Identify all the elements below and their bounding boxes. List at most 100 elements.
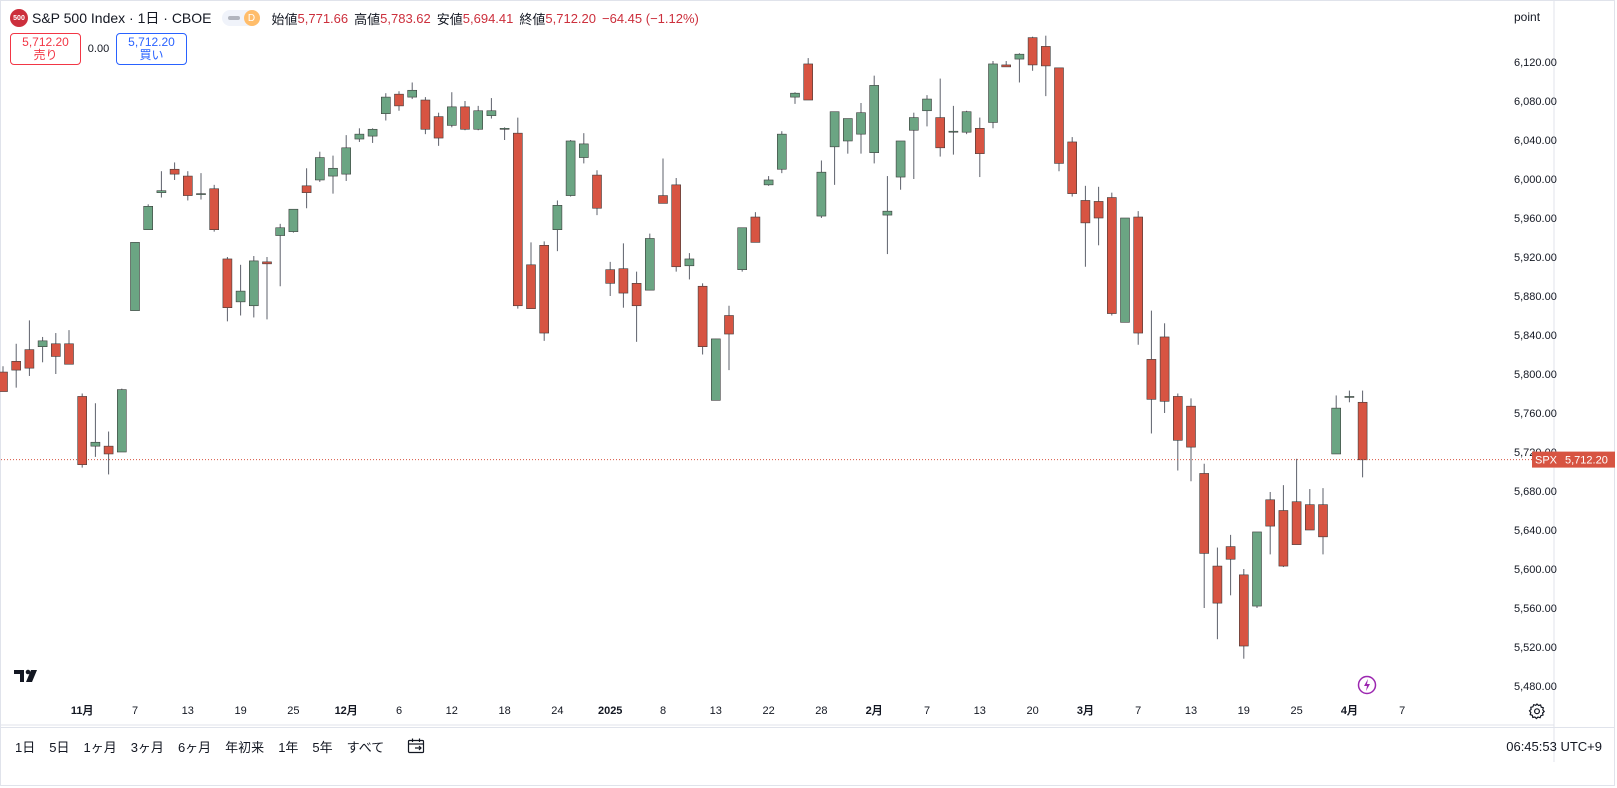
candle [196, 173, 206, 200]
candle [578, 133, 589, 164]
candle-body [697, 285, 708, 348]
candle [156, 171, 167, 198]
candle [526, 242, 536, 309]
range-1m-button[interactable]: 1ヶ月 [83, 739, 117, 755]
flash-icon[interactable] [1357, 675, 1377, 695]
candle-body [1001, 64, 1012, 68]
calendar-goto-icon[interactable] [406, 736, 426, 756]
candle [1001, 61, 1012, 68]
candle-body [1278, 510, 1289, 567]
candle-body [77, 396, 87, 465]
candle-body [420, 99, 431, 130]
candle [1107, 192, 1117, 316]
price-tick-label: 5,520.00 [1514, 642, 1557, 654]
candle [275, 223, 286, 287]
candle-body [262, 261, 272, 265]
candle-body [1344, 396, 1355, 398]
candle-body [869, 85, 880, 153]
candle [790, 92, 800, 104]
candle [288, 208, 299, 233]
candle-body [1265, 499, 1275, 527]
candle-body [64, 343, 74, 365]
range-1d-button[interactable]: 1日 [15, 739, 36, 755]
candle-body [1291, 501, 1302, 545]
candle [1120, 217, 1130, 323]
clock[interactable]: 06:45:53 UTC+9 [1506, 738, 1602, 754]
candle [710, 338, 721, 401]
open-value: 5,771.66 [297, 10, 349, 26]
candle [1225, 534, 1236, 596]
candle-body [724, 315, 734, 335]
price-tick-label: 6,040.00 [1514, 135, 1557, 147]
candle-body [367, 128, 378, 137]
symbol-title[interactable]: S&P 500 Index · 1日 · CBOE [32, 10, 212, 26]
time-tick-label: 13 [182, 705, 194, 717]
candle [1212, 547, 1223, 640]
candle-body [790, 92, 800, 98]
high-value: 5,783.62 [380, 10, 431, 26]
range-all-button[interactable]: すべて [346, 739, 385, 755]
range-5d-button[interactable]: 5日 [49, 739, 70, 755]
range-6m-button[interactable]: 6ヶ月 [177, 739, 212, 755]
candle-body [1357, 401, 1368, 461]
sell-price: 5,712.20 [22, 35, 69, 49]
price-tick-label: 5,920.00 [1514, 252, 1557, 264]
candle-body [341, 147, 352, 175]
candle-body [1041, 46, 1051, 67]
last-price-value: 5,712.20 [1565, 455, 1608, 467]
candle [103, 431, 114, 475]
candle-body [948, 130, 959, 133]
price-tick-label: 6,120.00 [1514, 57, 1557, 69]
range-1y-button[interactable]: 1年 [278, 739, 299, 755]
candle [644, 233, 655, 291]
candle [922, 95, 932, 127]
range-5y-button[interactable]: 5年 [312, 739, 333, 755]
time-axis[interactable]: 11月 7 13 19 25 12月 6 12 18 24 2025 8 13 22 28 2月 7 13 20 3月… [71, 704, 1405, 717]
candle-body [1146, 359, 1157, 400]
price-unit-label[interactable]: point [1514, 10, 1541, 24]
candle [433, 112, 444, 146]
candle-body [1054, 67, 1064, 164]
candle [842, 118, 853, 154]
candle [499, 127, 510, 140]
candle [50, 333, 61, 374]
sell-button[interactable]: 5,712.20 売り [10, 33, 81, 65]
candle-body [631, 283, 642, 307]
market-status-toggle[interactable]: D [221, 10, 260, 26]
candle [697, 283, 708, 355]
candle-body [816, 171, 827, 217]
candle-body [856, 112, 866, 135]
candle [183, 171, 193, 201]
candle [1133, 211, 1143, 345]
range-ytd-button[interactable]: 年初来 [225, 739, 265, 755]
tradingview-logo-icon[interactable] [12, 668, 44, 684]
candle [763, 176, 774, 186]
candle [1252, 531, 1262, 608]
candle-body [473, 110, 484, 130]
candle [1173, 393, 1183, 471]
candle [486, 98, 497, 119]
gear-icon[interactable] [1528, 702, 1546, 720]
time-tick-label: 6 [396, 705, 402, 717]
time-tick-label: 18 [498, 705, 510, 717]
price-tick-label: 5,840.00 [1514, 330, 1557, 342]
candle-body [103, 445, 114, 455]
candle [1318, 488, 1328, 555]
candle [301, 168, 312, 209]
candle-body [684, 258, 695, 267]
candle [314, 151, 325, 182]
buy-button[interactable]: 5,712.20 買い [116, 33, 187, 65]
candle-body [169, 168, 180, 175]
candle [222, 257, 233, 322]
price-axis[interactable]: 6,120.00 6,080.00 6,040.00 6,000.00 5,960.00… [1514, 57, 1557, 693]
candle [446, 92, 457, 128]
candle-body [1239, 574, 1249, 647]
range-3m-button[interactable]: 3ヶ月 [130, 739, 164, 755]
candle-body [130, 242, 140, 311]
candle-body [499, 128, 510, 130]
candle-body [24, 349, 35, 369]
candle [1093, 186, 1104, 246]
candle-body [407, 89, 418, 98]
candle [130, 242, 140, 311]
